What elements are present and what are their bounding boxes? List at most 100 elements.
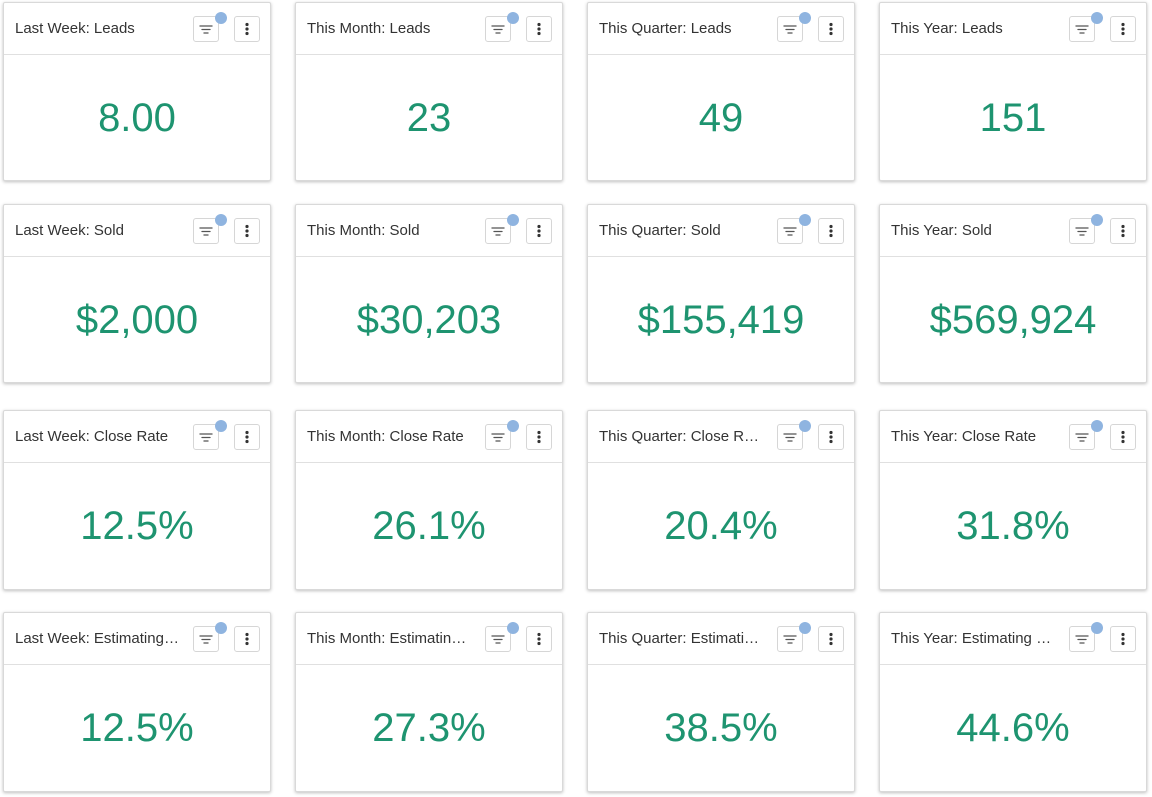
- card-title: This Year: Sold: [891, 222, 992, 239]
- filter-button[interactable]: [777, 626, 803, 652]
- card-menu-button[interactable]: [1110, 218, 1136, 244]
- filter-button[interactable]: [777, 16, 803, 42]
- kpi-value: 151: [979, 96, 1047, 140]
- kpi-value: 31.8%: [956, 504, 1070, 548]
- card-header: This Year: Estimating C...: [880, 613, 1146, 665]
- active-filter-indicator: [215, 12, 227, 24]
- card-header: This Month: Close Rate: [296, 411, 562, 463]
- active-filter-indicator: [215, 622, 227, 634]
- card-header: This Quarter: Estimatin...: [588, 613, 854, 665]
- card-menu-button[interactable]: [234, 626, 260, 652]
- active-filter-indicator: [1091, 214, 1103, 226]
- filter-button[interactable]: [193, 16, 219, 42]
- filter-button[interactable]: [1069, 626, 1095, 652]
- kpi-card: This Year: Sold $569,924: [879, 204, 1147, 383]
- kpi-value: 44.6%: [956, 706, 1070, 750]
- kpi-value: 20.4%: [664, 504, 778, 548]
- kpi-card: This Quarter: Sold $155,419: [587, 204, 855, 383]
- filter-button[interactable]: [193, 424, 219, 450]
- filter-button[interactable]: [485, 626, 511, 652]
- active-filter-indicator: [507, 420, 519, 432]
- card-header: Last Week: Sold: [4, 205, 270, 257]
- card-menu-button[interactable]: [818, 16, 844, 42]
- active-filter-indicator: [507, 622, 519, 634]
- filter-button[interactable]: [1069, 218, 1095, 244]
- kpi-card: This Quarter: Leads 49: [587, 2, 855, 181]
- card-menu-button[interactable]: [818, 218, 844, 244]
- card-menu-button[interactable]: [526, 16, 552, 42]
- card-title: This Month: Close Rate: [307, 428, 464, 445]
- active-filter-indicator: [799, 214, 811, 226]
- filter-button[interactable]: [193, 626, 219, 652]
- filter-button[interactable]: [777, 218, 803, 244]
- kpi-card: This Quarter: Close Rate 20.4%: [587, 410, 855, 590]
- card-header: Last Week: Close Rate: [4, 411, 270, 463]
- kpi-card: This Year: Leads 151: [879, 2, 1147, 181]
- card-menu-button[interactable]: [1110, 626, 1136, 652]
- kpi-card: This Month: Estimating ... 27.3%: [295, 612, 563, 792]
- kpi-card: This Year: Close Rate 31.8%: [879, 410, 1147, 590]
- card-header: This Quarter: Leads: [588, 3, 854, 55]
- active-filter-indicator: [215, 420, 227, 432]
- card-menu-button[interactable]: [234, 424, 260, 450]
- active-filter-indicator: [1091, 12, 1103, 24]
- card-title: This Quarter: Estimatin...: [599, 630, 763, 647]
- active-filter-indicator: [1091, 420, 1103, 432]
- card-title: This Year: Estimating C...: [891, 630, 1055, 647]
- kpi-value: 23: [406, 96, 452, 140]
- kpi-card: This Month: Sold $30,203: [295, 204, 563, 383]
- card-menu-button[interactable]: [1110, 424, 1136, 450]
- card-title: This Quarter: Leads: [599, 20, 732, 37]
- card-header: Last Week: Estimating ...: [4, 613, 270, 665]
- card-title: This Year: Close Rate: [891, 428, 1037, 445]
- kpi-card: Last Week: Sold $2,000: [3, 204, 271, 383]
- card-title: Last Week: Close Rate: [15, 428, 169, 445]
- card-header: This Quarter: Close Rate: [588, 411, 854, 463]
- card-title: This Month: Sold: [307, 222, 420, 239]
- card-menu-button[interactable]: [818, 424, 844, 450]
- card-title: This Year: Leads: [891, 20, 1003, 37]
- kpi-card: This Month: Close Rate 26.1%: [295, 410, 563, 590]
- card-title: This Quarter: Sold: [599, 222, 721, 239]
- filter-button[interactable]: [485, 16, 511, 42]
- card-menu-button[interactable]: [526, 424, 552, 450]
- card-header: Last Week: Leads: [4, 3, 270, 55]
- filter-button[interactable]: [1069, 16, 1095, 42]
- kpi-value: $2,000: [75, 298, 199, 342]
- card-title: Last Week: Leads: [15, 20, 135, 37]
- active-filter-indicator: [799, 622, 811, 634]
- filter-button[interactable]: [485, 424, 511, 450]
- active-filter-indicator: [799, 12, 811, 24]
- card-title: This Month: Estimating ...: [307, 630, 471, 647]
- card-header: This Year: Leads: [880, 3, 1146, 55]
- active-filter-indicator: [215, 214, 227, 226]
- kpi-card: Last Week: Close Rate 12.5%: [3, 410, 271, 590]
- kpi-value: $569,924: [929, 298, 1097, 342]
- kpi-value: 8.00: [98, 96, 176, 140]
- card-header: This Year: Sold: [880, 205, 1146, 257]
- card-menu-button[interactable]: [526, 218, 552, 244]
- kpi-value: $155,419: [637, 298, 805, 342]
- card-header: This Quarter: Sold: [588, 205, 854, 257]
- card-menu-button[interactable]: [234, 218, 260, 244]
- card-title: Last Week: Estimating ...: [15, 630, 179, 647]
- card-menu-button[interactable]: [234, 16, 260, 42]
- kpi-value: 49: [698, 96, 744, 140]
- card-menu-button[interactable]: [1110, 16, 1136, 42]
- card-menu-button[interactable]: [526, 626, 552, 652]
- filter-button[interactable]: [1069, 424, 1095, 450]
- card-menu-button[interactable]: [818, 626, 844, 652]
- kpi-card: This Quarter: Estimatin... 38.5%: [587, 612, 855, 792]
- filter-button[interactable]: [777, 424, 803, 450]
- active-filter-indicator: [507, 214, 519, 226]
- card-header: This Month: Sold: [296, 205, 562, 257]
- filter-button[interactable]: [485, 218, 511, 244]
- active-filter-indicator: [799, 420, 811, 432]
- filter-button[interactable]: [193, 218, 219, 244]
- kpi-value: 27.3%: [372, 706, 486, 750]
- card-title: This Quarter: Close Rate: [599, 428, 763, 445]
- kpi-card: Last Week: Estimating ... 12.5%: [3, 612, 271, 792]
- card-header: This Month: Estimating ...: [296, 613, 562, 665]
- card-header: This Month: Leads: [296, 3, 562, 55]
- card-title: This Month: Leads: [307, 20, 431, 37]
